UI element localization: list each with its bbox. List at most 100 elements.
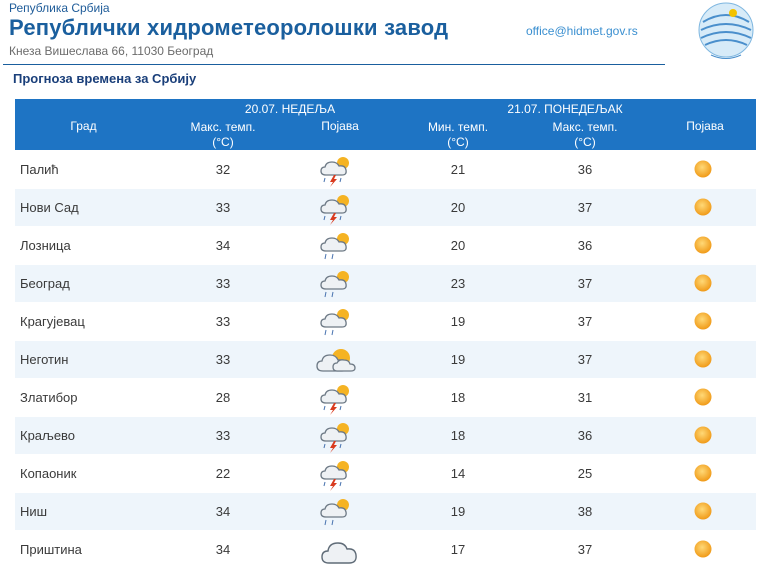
min-temp-label: Мин. темп. <box>427 120 489 134</box>
thunderstorm-partly-sunny-icon <box>311 379 369 416</box>
sunny-icon <box>674 303 732 340</box>
day1-max-temp-cell: 32 <box>215 162 231 177</box>
day1-max-temp-cell: 28 <box>215 390 231 405</box>
day2-max-temp-cell: 31 <box>577 390 593 405</box>
table-row: Ниш 34 19 38 <box>15 493 756 530</box>
day1-max-temp-cell: 22 <box>215 466 231 481</box>
day2-max-temp-cell: 37 <box>577 200 593 215</box>
city-cell[interactable]: Неготин <box>20 352 69 367</box>
table-row: Београд 33 23 37 <box>15 265 756 302</box>
city-cell[interactable]: Приштина <box>20 542 82 557</box>
thunderstorm-partly-sunny-icon <box>311 417 369 454</box>
day2-min-temp-cell: 20 <box>450 200 466 215</box>
day1-max-temp-cell: 33 <box>215 352 231 367</box>
forecast-table: 20.07. НЕДЕЉА 21.07. ПОНЕДЕЉАК Град Макс… <box>15 99 756 568</box>
sunny-icon <box>674 531 732 568</box>
table-row: Лозница 34 20 36 <box>15 227 756 264</box>
day2-min-temp-cell: 18 <box>450 390 466 405</box>
showers-partly-sunny-icon <box>311 227 369 264</box>
day2-phenomenon-header: Појава <box>686 119 724 133</box>
table-row: Копаоник 22 14 25 <box>15 455 756 492</box>
day2-min-temp-cell: 23 <box>450 276 466 291</box>
day2-max-temp-cell: 38 <box>577 504 593 519</box>
temp-unit-label: (°C) <box>447 135 469 149</box>
thunderstorm-partly-sunny-icon <box>311 189 369 226</box>
sunny-icon <box>674 189 732 226</box>
site-header: Република Србија Републички хидрометеоро… <box>0 0 770 66</box>
sunny-icon <box>674 227 732 264</box>
city-cell[interactable]: Нови Сад <box>20 200 79 215</box>
sunny-icon <box>674 265 732 302</box>
sunny-icon <box>674 151 732 188</box>
day1-max-temp-cell: 34 <box>215 504 231 519</box>
day1-max-temp-cell: 33 <box>215 314 231 329</box>
day1-max-temp-header: Макс. темп. (°C) <box>175 120 271 150</box>
rhmz-logo-icon[interactable] <box>689 0 763 64</box>
max-temp-label: Макс. темп. <box>552 120 618 134</box>
city-cell[interactable]: Златибор <box>20 390 78 405</box>
org-address: Кнеза Вишеслава 66, 11030 Београд <box>9 44 214 58</box>
day1-phenomenon-header: Појава <box>321 119 359 133</box>
showers-partly-sunny-icon <box>311 493 369 530</box>
day2-max-temp-cell: 37 <box>577 542 593 557</box>
header-divider <box>3 64 665 65</box>
sunny-icon <box>674 341 732 378</box>
day1-max-temp-cell: 34 <box>215 238 231 253</box>
thunderstorm-partly-sunny-icon <box>311 151 369 188</box>
table-row: Краљево 33 18 36 <box>15 417 756 454</box>
day2-max-temp-cell: 25 <box>577 466 593 481</box>
sunny-icon <box>674 493 732 530</box>
day2-min-temp-cell: 21 <box>450 162 466 177</box>
day2-max-temp-cell: 36 <box>577 428 593 443</box>
table-row: Крагујевац 33 19 37 <box>15 303 756 340</box>
table-header: 20.07. НЕДЕЉА 21.07. ПОНЕДЕЉАК Град Макс… <box>15 99 756 150</box>
table-row: Нови Сад 33 20 37 <box>15 189 756 226</box>
day2-min-temp-cell: 19 <box>450 352 466 367</box>
day2-max-temp-cell: 36 <box>577 238 593 253</box>
cloudy-icon <box>311 531 369 568</box>
day2-max-temp-cell: 36 <box>577 162 593 177</box>
page-subtitle: Прогноза времена за Србију <box>13 71 197 86</box>
table-body: Палић 32 21 36 Нови Сад 33 20 37 Лозница… <box>15 151 756 568</box>
day2-min-temp-cell: 19 <box>450 504 466 519</box>
max-temp-label: Макс. темп. <box>190 120 256 134</box>
day2-max-temp-header: Макс. темп. (°C) <box>535 120 635 150</box>
day2-max-temp-cell: 37 <box>577 314 593 329</box>
day2-max-temp-cell: 37 <box>577 276 593 291</box>
day2-min-temp-cell: 17 <box>450 542 466 557</box>
temp-unit-label: (°C) <box>574 135 596 149</box>
day1-max-temp-cell: 33 <box>215 200 231 215</box>
thunderstorm-partly-sunny-icon <box>311 455 369 492</box>
city-cell[interactable]: Београд <box>20 276 70 291</box>
city-cell[interactable]: Краљево <box>20 428 76 443</box>
city-cell[interactable]: Копаоник <box>20 466 77 481</box>
org-title[interactable]: Републички хидрометеоролошки завод <box>9 15 449 40</box>
sunny-icon <box>674 417 732 454</box>
showers-partly-sunny-icon <box>311 265 369 302</box>
day1-max-temp-cell: 33 <box>215 428 231 443</box>
city-cell[interactable]: Крагујевац <box>20 314 85 329</box>
sunny-icon <box>674 379 732 416</box>
table-row: Неготин 33 19 37 <box>15 341 756 378</box>
day1-max-temp-cell: 33 <box>215 276 231 291</box>
city-column-header: Град <box>70 119 97 133</box>
temp-unit-label: (°C) <box>212 135 234 149</box>
day2-min-temp-cell: 18 <box>450 428 466 443</box>
day1-max-temp-cell: 34 <box>215 542 231 557</box>
table-row: Златибор 28 18 31 <box>15 379 756 416</box>
org-country: Република Србија <box>9 1 110 15</box>
day1-header: 20.07. НЕДЕЉА <box>244 102 336 116</box>
email-link[interactable]: office@hidmet.gov.rs <box>526 24 638 38</box>
day2-min-temp-cell: 14 <box>450 466 466 481</box>
showers-partly-sunny-icon <box>311 303 369 340</box>
table-row: Палић 32 21 36 <box>15 151 756 188</box>
day2-min-temp-header: Мин. темп. (°C) <box>403 120 513 150</box>
city-cell[interactable]: Лозница <box>20 238 71 253</box>
partly-cloudy-icon <box>311 341 369 378</box>
table-row: Приштина 34 17 37 <box>15 531 756 568</box>
day2-header: 21.07. ПОНЕДЕЉАК <box>507 102 623 116</box>
city-cell[interactable]: Ниш <box>20 504 48 519</box>
sunny-icon <box>674 455 732 492</box>
day2-min-temp-cell: 20 <box>450 238 466 253</box>
city-cell[interactable]: Палић <box>20 162 59 177</box>
